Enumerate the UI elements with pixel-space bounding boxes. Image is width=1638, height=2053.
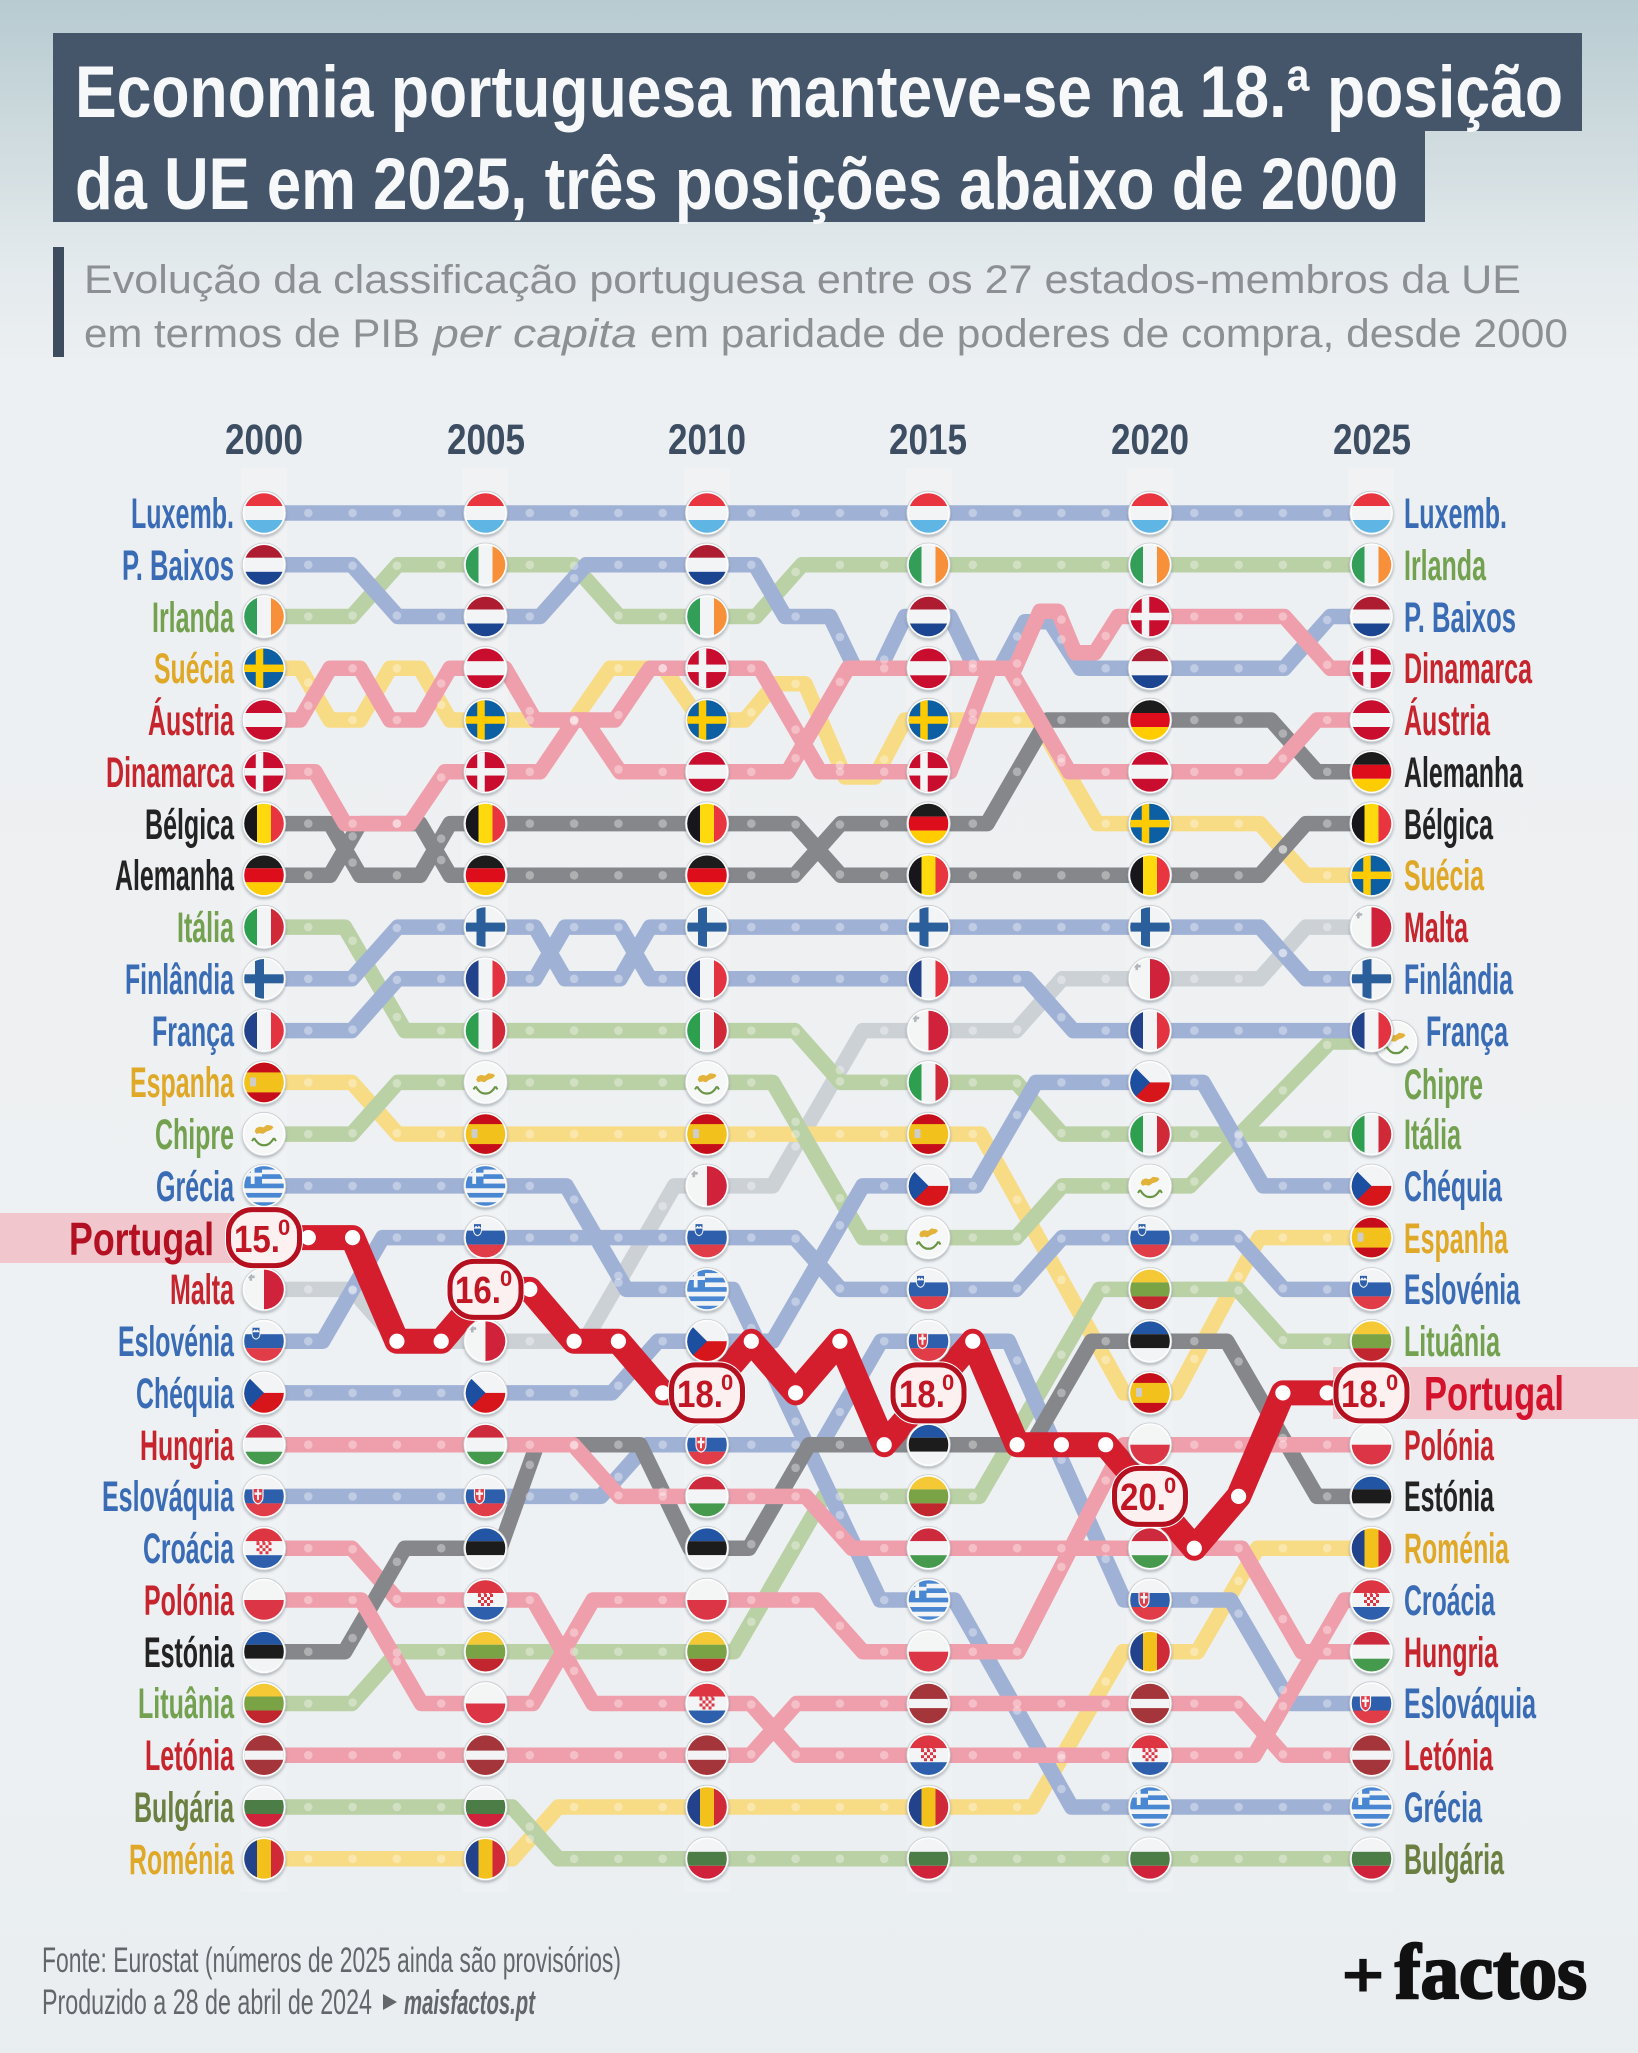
svg-text:França: França — [1426, 1008, 1509, 1056]
svg-text:da UE em 2025, três posições a: da UE em 2025, três posições abaixo de 2… — [75, 144, 1398, 225]
svg-text:em termos de PIB: em termos de PIB — [84, 312, 420, 356]
svg-text:Dinamarca: Dinamarca — [106, 749, 235, 797]
svg-text:0: 0 — [500, 1266, 512, 1291]
svg-text:Roménia: Roménia — [129, 1836, 235, 1884]
svg-text:Portugal: Portugal — [69, 1213, 214, 1265]
svg-text:Áustria: Áustria — [148, 697, 235, 745]
svg-text:2015: 2015 — [889, 416, 967, 464]
svg-text:Bélgica: Bélgica — [1404, 801, 1494, 849]
svg-text:2005: 2005 — [447, 416, 525, 464]
svg-text:Alemanha: Alemanha — [1404, 749, 1524, 797]
svg-text:Economia portuguesa manteve-se: Economia portuguesa manteve-se na 18.ª p… — [75, 52, 1563, 133]
svg-text:Bélgica: Bélgica — [145, 801, 235, 849]
svg-text:Malta: Malta — [1404, 904, 1469, 952]
svg-text:maisfactos.pt: maisfactos.pt — [404, 1984, 536, 2022]
svg-text:Roménia: Roménia — [1404, 1525, 1510, 1573]
svg-text:Eslovénia: Eslovénia — [1404, 1266, 1521, 1314]
svg-text:2010: 2010 — [668, 416, 746, 464]
svg-text:Espanha: Espanha — [1404, 1215, 1509, 1263]
svg-text:Irlanda: Irlanda — [1404, 542, 1487, 590]
svg-text:0: 0 — [1164, 1473, 1176, 1498]
svg-text:Portugal: Portugal — [1424, 1368, 1564, 1421]
svg-text:em paridade de poderes de comp: em paridade de poderes de compra, desde … — [650, 312, 1568, 356]
svg-text:per capita: per capita — [432, 312, 637, 356]
svg-text:20.: 20. — [1120, 1477, 1166, 1519]
svg-text:2025: 2025 — [1333, 416, 1411, 464]
svg-text:2000: 2000 — [225, 416, 303, 464]
svg-text:16.: 16. — [455, 1270, 501, 1312]
svg-text:15.: 15. — [234, 1219, 280, 1261]
svg-text:França: França — [152, 1008, 235, 1056]
svg-text:Polónia: Polónia — [144, 1577, 235, 1625]
svg-text:Chipre: Chipre — [1404, 1061, 1483, 1109]
svg-text:Estónia: Estónia — [144, 1629, 235, 1677]
svg-text:Finlândia: Finlândia — [1404, 956, 1514, 1004]
svg-text:0: 0 — [1386, 1370, 1398, 1395]
svg-text:18.: 18. — [1341, 1374, 1387, 1416]
svg-text:Alemanha: Alemanha — [115, 852, 235, 900]
svg-text:Suécia: Suécia — [154, 645, 235, 693]
svg-text:Grécia: Grécia — [1404, 1784, 1483, 1832]
svg-text:Chipre: Chipre — [155, 1111, 234, 1159]
svg-text:P. Baixos: P. Baixos — [122, 542, 234, 590]
svg-text:Eslovénia: Eslovénia — [118, 1318, 235, 1366]
svg-text:Hungria: Hungria — [140, 1422, 235, 1470]
svg-text:0: 0 — [721, 1370, 733, 1395]
svg-text:Finlândia: Finlândia — [125, 956, 235, 1004]
svg-text:Áustria: Áustria — [1404, 697, 1491, 745]
svg-text:2020: 2020 — [1111, 416, 1189, 464]
svg-text:Hungria: Hungria — [1404, 1629, 1499, 1677]
svg-text:Itália: Itália — [177, 904, 235, 952]
svg-text:Evolução da classificação port: Evolução da classificação portuguesa ent… — [84, 258, 1521, 302]
svg-text:Grécia: Grécia — [156, 1163, 235, 1211]
svg-text:Malta: Malta — [170, 1266, 235, 1314]
svg-text:18.: 18. — [899, 1374, 945, 1416]
svg-text:Polónia: Polónia — [1404, 1422, 1495, 1470]
svg-text:0: 0 — [942, 1370, 954, 1395]
svg-text:Letónia: Letónia — [1404, 1732, 1494, 1780]
svg-text:Bulgária: Bulgária — [1404, 1836, 1505, 1884]
svg-text:+: + — [1342, 1939, 1384, 2012]
svg-text:Dinamarca: Dinamarca — [1404, 645, 1533, 693]
svg-text:18.: 18. — [677, 1374, 723, 1416]
svg-text:Bulgária: Bulgária — [134, 1784, 235, 1832]
svg-text:Fonte: Eurostat (números de 20: Fonte: Eurostat (números de 2025 ainda s… — [42, 1941, 621, 1980]
svg-text:0: 0 — [278, 1215, 290, 1240]
svg-text:Espanha: Espanha — [130, 1059, 235, 1107]
svg-text:Croácia: Croácia — [143, 1525, 235, 1573]
svg-text:Chéquia: Chéquia — [136, 1370, 235, 1418]
svg-text:Produzido a 28 de abril de 202: Produzido a 28 de abril de 2024 — [42, 1983, 372, 2022]
svg-text:Eslováquia: Eslováquia — [102, 1473, 235, 1521]
svg-text:Luxemb.: Luxemb. — [1404, 490, 1507, 538]
svg-text:Croácia: Croácia — [1404, 1577, 1496, 1625]
svg-text:Chéquia: Chéquia — [1404, 1163, 1503, 1211]
svg-text:factos: factos — [1395, 1928, 1587, 2015]
svg-text:Luxemb.: Luxemb. — [131, 490, 234, 538]
svg-text:Lituânia: Lituânia — [1404, 1318, 1501, 1366]
svg-text:Suécia: Suécia — [1404, 852, 1485, 900]
svg-text:Lituânia: Lituânia — [138, 1680, 235, 1728]
svg-text:P. Baixos: P. Baixos — [1404, 594, 1516, 642]
svg-text:Itália: Itália — [1404, 1111, 1462, 1159]
svg-text:Letónia: Letónia — [145, 1732, 235, 1780]
svg-text:Eslováquia: Eslováquia — [1404, 1680, 1537, 1728]
svg-text:Irlanda: Irlanda — [152, 594, 235, 642]
svg-text:Estónia: Estónia — [1404, 1473, 1495, 1521]
